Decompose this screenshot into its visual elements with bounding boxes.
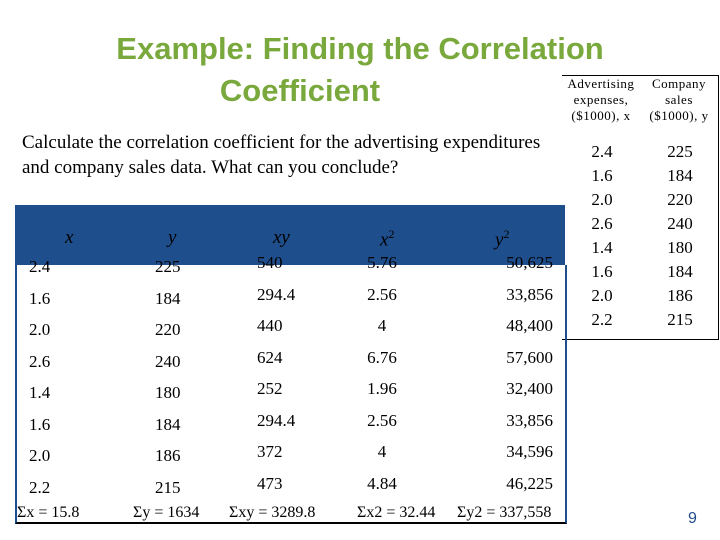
calculation-table: x y xy x2 y2 2.4 225 540 5.76 50,625 1.6 184 294.4 2.… (15, 205, 567, 524)
table-cell: 5.76 (367, 253, 397, 272)
table-cell: 215 (155, 477, 181, 497)
side-cell-y: 240 (667, 214, 693, 233)
table-cell: 2.0 (29, 320, 51, 339)
side-cell-y: 184 (667, 262, 693, 281)
table-cell: 1.6 (29, 414, 51, 434)
table-cell: 184 (155, 414, 181, 434)
side-cell-x: 2.4 (591, 142, 613, 161)
sum-cell: Σx2 = 32.44 (357, 504, 436, 521)
table-cell: 184 (155, 288, 181, 308)
table-cell: 240 (155, 351, 181, 371)
title-line-1: Example: Finding the Correlation (116, 31, 604, 66)
side-cell-x: 2.0 (591, 286, 613, 305)
table-cell: 46,225 (506, 473, 553, 493)
table-cell: 2.56 (367, 410, 397, 430)
table-cell: 33,856 (506, 284, 553, 304)
table-cell: 186 (155, 446, 181, 465)
column-x: 2.4 1.6 2.0 2.6 1.4 1.6 2.0 2.2 (572, 140, 632, 332)
table-border (15, 265, 567, 524)
side-cell-x: 1.6 (591, 166, 613, 185)
column-header-3: x2 (380, 227, 395, 251)
table-cell: 294.4 (257, 410, 296, 430)
table-cell: 50,625 (506, 253, 553, 272)
page-number: 9 (688, 510, 697, 527)
side-cell-y: 220 (667, 190, 693, 209)
side-cell-y: 215 (667, 310, 693, 329)
side-cell-x: 1.6 (591, 262, 613, 281)
table-cell: 2.56 (367, 284, 397, 304)
header-band (15, 205, 565, 265)
data-table: Advertising expenses, ($1000), x Company… (562, 75, 719, 340)
column-header-0: x (65, 227, 74, 248)
table-cell: 34,596 (506, 442, 553, 461)
sum-cell: Σxy = 3289.8 (229, 504, 316, 521)
table-cell: 4 (377, 316, 387, 335)
table-cell: 48,400 (506, 316, 553, 335)
problem-statement: Calculate the correlation coefficient fo… (22, 132, 541, 178)
table-cell: 220 (155, 320, 181, 339)
table-cell: 57,600 (506, 347, 553, 367)
sum-cell: Σx = 15.8 (17, 504, 80, 521)
table-cell: 440 (257, 316, 283, 335)
slide-title: Example: Finding the Correlation Coeffic… (60, 28, 660, 112)
table-cell: 6.76 (367, 347, 397, 367)
table-cell: 2.0 (29, 446, 51, 465)
sum-cell: Σy = 1634 (133, 504, 200, 521)
side-cell-y: 184 (667, 166, 693, 185)
column-header-2: xy (273, 227, 290, 248)
table-cell: 252 (257, 379, 283, 398)
header-sales: Company sales ($1000), y (649, 76, 709, 123)
column-header-4: y2 (495, 227, 510, 251)
table-cell: 2.6 (29, 351, 51, 371)
table-cell: 225 (155, 257, 181, 276)
table-cell: 540 (257, 253, 283, 272)
side-cell-x: 2.2 (591, 310, 613, 329)
table-cell: 180 (155, 383, 181, 402)
table-cell: 294.4 (257, 284, 296, 304)
table-cell: 32,400 (506, 379, 553, 398)
table-cell: 624 (257, 347, 283, 367)
column-y: 225 184 220 240 180 184 186 215 (650, 140, 710, 332)
side-cell-x: 1.4 (591, 238, 613, 257)
data-table-header: Advertising expenses, ($1000), x Company… (562, 76, 718, 124)
table-cell: 372 (257, 442, 283, 461)
table-cell: 1.4 (29, 383, 51, 402)
table-cell: 1.6 (29, 288, 51, 308)
table-cell: 1.96 (367, 379, 397, 398)
side-cell-y: 186 (667, 286, 693, 305)
table-cell: 473 (257, 473, 283, 493)
side-cell-y: 225 (667, 142, 693, 161)
side-cell-x: 2.6 (591, 214, 613, 233)
table-cell: 4.84 (367, 473, 397, 493)
table-cell: 33,856 (506, 410, 553, 430)
sum-cell: Σy2 = 337,558 (457, 504, 552, 521)
column-header-1: y (168, 227, 177, 248)
side-cell-x: 2.0 (591, 190, 613, 209)
header-advertising: Advertising expenses, ($1000), x (567, 76, 635, 123)
table-cell: 4 (377, 442, 387, 461)
side-cell-y: 180 (667, 238, 693, 257)
title-line-2: Coefficient (219, 73, 381, 108)
table-cell: 2.4 (29, 257, 51, 276)
table-cell: 2.2 (29, 477, 51, 497)
